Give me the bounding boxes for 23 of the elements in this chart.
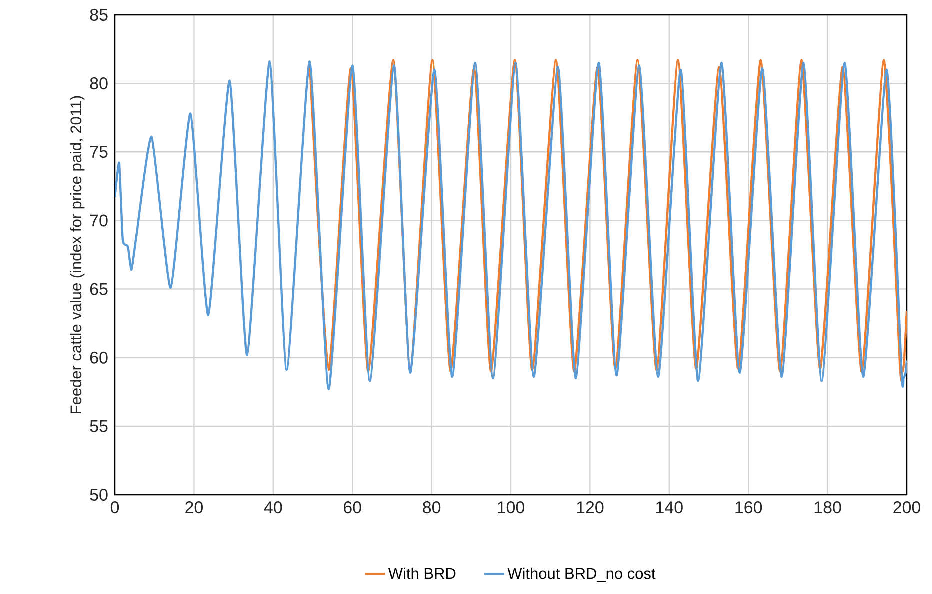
x-tick-label: 180 xyxy=(814,502,842,514)
y-tick-label: 75 xyxy=(90,146,108,158)
x-tick-label: 80 xyxy=(423,502,441,514)
line-series xyxy=(115,60,907,390)
x-tick-label: 160 xyxy=(736,502,762,514)
y-tick-label: 60 xyxy=(90,352,108,364)
x-tick-label: 120 xyxy=(577,502,604,514)
x-tick-label: 20 xyxy=(186,502,204,514)
y-tick-label: 80 xyxy=(90,78,108,90)
y-tick-label: 65 xyxy=(90,283,108,296)
legend-label: Without BRD_no cost xyxy=(508,568,656,582)
x-tick-label: 200 xyxy=(894,502,921,514)
x-tick-label: 0 xyxy=(110,502,120,514)
legend-label: With BRD xyxy=(388,568,456,580)
y-axis-title: Feeder cattle value (index for price paid, 2011) xyxy=(70,96,85,414)
x-tick-label: 60 xyxy=(344,502,362,514)
y-tick-label: 85 xyxy=(90,8,108,22)
x-tick-label: 140 xyxy=(656,502,683,514)
y-tick-label: 55 xyxy=(90,420,108,432)
y-tick-label: 50 xyxy=(90,488,108,502)
y-tick-label: 70 xyxy=(90,214,108,227)
x-tick-label: 100 xyxy=(498,502,525,514)
x-tick-label: 40 xyxy=(264,502,282,514)
